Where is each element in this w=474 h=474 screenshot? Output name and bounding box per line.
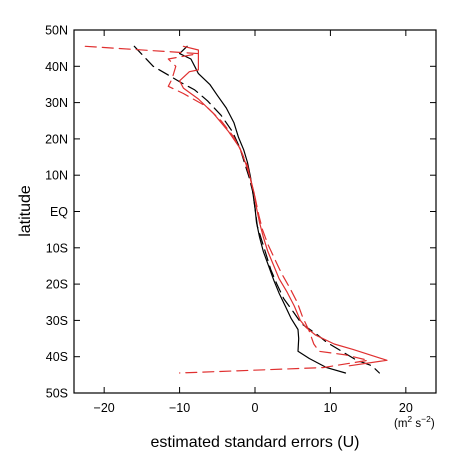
x-tick-label: −20 bbox=[94, 401, 115, 415]
series-layer bbox=[84, 45, 388, 374]
x-unit-label: (m2 s−2) bbox=[394, 414, 435, 430]
y-tick-label: 20N bbox=[45, 132, 68, 146]
y-ticks: 50S 40S 30S 20S 10S EQ 10N 20N 30N 40N 50N bbox=[45, 24, 436, 401]
x-unit-end: ) bbox=[431, 418, 435, 430]
y-tick-label: 50N bbox=[45, 24, 68, 38]
series-line-1 bbox=[179, 45, 347, 374]
y-tick-label: 30S bbox=[46, 314, 68, 328]
y-tick-label: 10N bbox=[45, 169, 68, 183]
y-tick-label: 20S bbox=[46, 278, 68, 292]
x-unit-sup2: −2 bbox=[421, 414, 431, 424]
x-unit-sup1: 2 bbox=[407, 414, 412, 424]
x-tick-label: 0 bbox=[252, 401, 259, 415]
x-tick-label: 20 bbox=[399, 401, 413, 415]
y-tick-label: 30N bbox=[45, 96, 68, 110]
x-axis-title: estimated standard errors (U) bbox=[151, 434, 360, 451]
y-tick-label: 40N bbox=[45, 60, 68, 74]
y-tick-label: 40S bbox=[46, 350, 68, 364]
y-axis-title: latitude bbox=[17, 185, 34, 237]
x-unit-base: (m bbox=[394, 418, 407, 430]
x-unit-mid: s bbox=[412, 418, 421, 430]
y-tick-label: 50S bbox=[46, 387, 68, 401]
x-tick-label: 10 bbox=[323, 401, 337, 415]
y-tick-label: EQ bbox=[50, 205, 68, 219]
series-line-3 bbox=[179, 45, 388, 367]
series-line-4 bbox=[84, 45, 369, 374]
x-ticks: −20 −10 0 10 20 bbox=[94, 30, 413, 415]
y-tick-label: 10S bbox=[46, 241, 68, 255]
x-tick-label: −10 bbox=[169, 401, 190, 415]
